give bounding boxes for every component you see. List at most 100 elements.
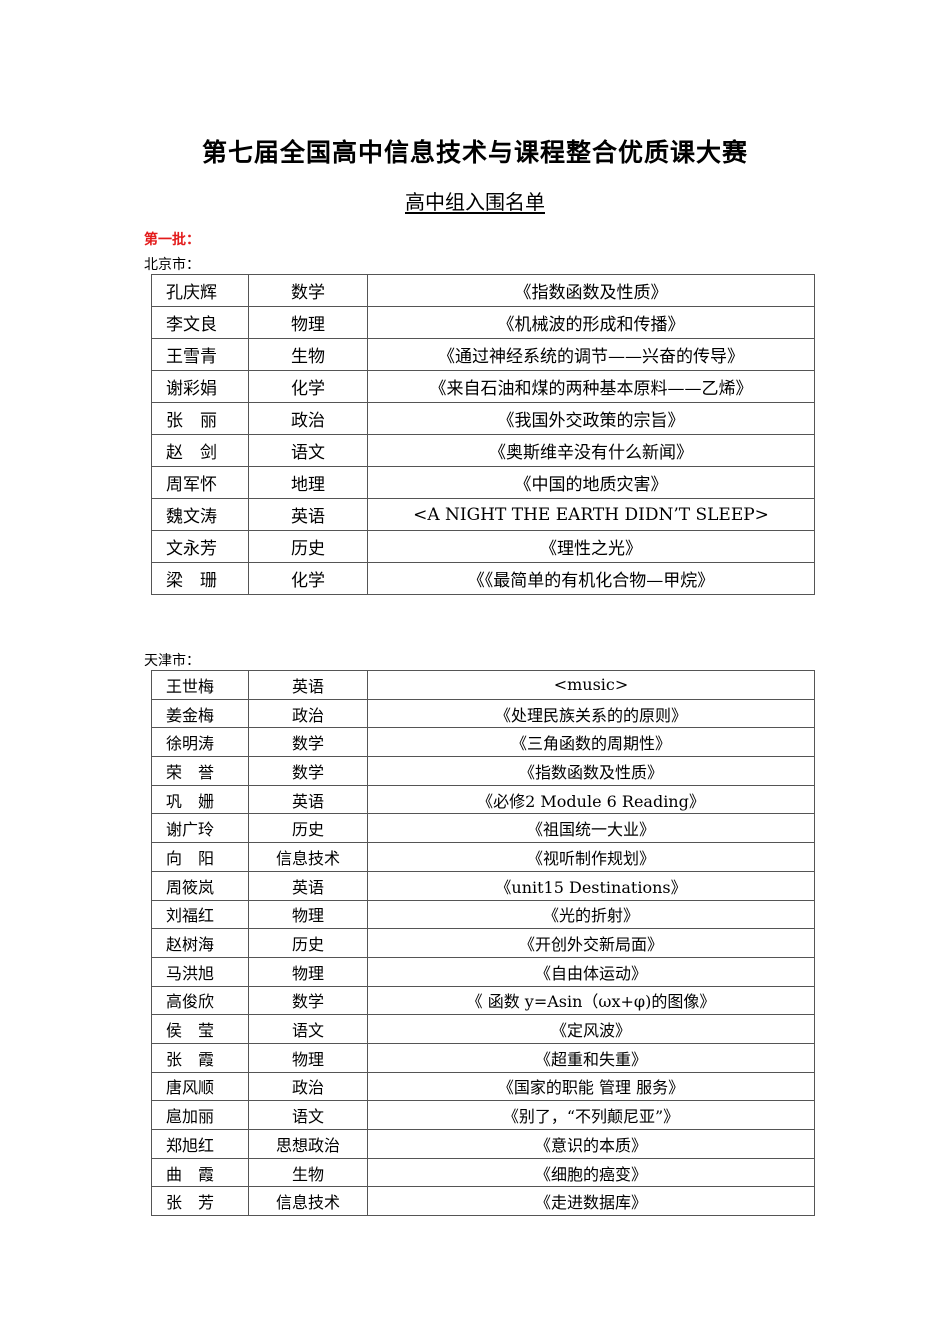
table-row: 张 芳信息技术 《走进数据库》 bbox=[151, 1186, 815, 1217]
teacher-name-cell: 赵 剑 bbox=[151, 434, 249, 467]
table-row: 魏文涛 英语 <A NIGHT THE EARTH DIDN’T SLEEP> bbox=[151, 498, 815, 531]
table-row: 荣 誉数学 《指数函数及性质》 bbox=[151, 756, 815, 786]
subject-cell: 物理 bbox=[248, 1042, 368, 1073]
teacher-name-cell: 周筱岚 bbox=[151, 870, 249, 901]
lesson-title-cell: 《奥斯维辛没有什么新闻》 bbox=[367, 434, 815, 467]
teacher-name-cell: 赵树海 bbox=[151, 928, 249, 958]
table-row: 马洪旭 物理 《自由体运动》 bbox=[151, 956, 815, 987]
lesson-title-cell: 《别了，“不列颠尼亚”》 bbox=[367, 1100, 815, 1130]
table-row: 姜金梅 政治 《处理民族关系的的原则》 bbox=[151, 698, 815, 729]
lesson-title-cell: 《开创外交新局面》 bbox=[367, 928, 815, 958]
table-row: 周军怀 地理 《中国的地质灾害》 bbox=[151, 466, 815, 499]
table-row: 梁 珊化学 《《最简单的有机化合物—甲烷》 bbox=[151, 562, 815, 595]
teacher-name-cell: 孔庆辉 bbox=[151, 274, 249, 307]
lesson-title-cell: 《通过神经系统的调节——兴奋的传导》 bbox=[367, 338, 815, 371]
teacher-name-cell: 高俊欣 bbox=[151, 985, 249, 1016]
subject-cell: 思想政治 bbox=[248, 1129, 368, 1159]
teacher-name-cell: 文永芳 bbox=[151, 530, 249, 563]
lesson-title-cell: 《来自石油和煤的两种基本原料——乙烯》 bbox=[367, 370, 815, 403]
subject-cell: 物理 bbox=[248, 306, 368, 339]
table-row: 侯 莹语文 《定风波》 bbox=[151, 1014, 815, 1044]
table-row: 谢广玲 历史 《祖国统一大业》 bbox=[151, 813, 815, 844]
teacher-name-cell: 郑旭红 bbox=[151, 1129, 249, 1159]
lesson-title-cell: 《走进数据库》 bbox=[367, 1186, 815, 1217]
teacher-name-cell: 姜金梅 bbox=[151, 698, 249, 729]
table-row: 高俊欣 数学《 函数 y=Asin（ωx+φ)的图像》 bbox=[151, 985, 815, 1016]
subject-cell: 英语 bbox=[248, 670, 368, 700]
teacher-name-cell: 张 芳 bbox=[151, 1186, 249, 1217]
subject-cell: 化学 bbox=[248, 370, 368, 403]
teacher-name-cell: 周军怀 bbox=[151, 466, 249, 499]
teacher-name-cell: 徐明涛 bbox=[151, 727, 249, 758]
document-title: 第七届全国高中信息技术与课程整合优质课大赛 bbox=[201, 138, 748, 167]
lesson-title-cell: 《处理民族关系的的原则》 bbox=[367, 698, 815, 729]
subtitle-text: 高中组入围名单 bbox=[405, 190, 545, 214]
table-row: 巩 姗英语 《必修2 Module 6 Reading》 bbox=[151, 784, 815, 815]
subject-cell: 物理 bbox=[248, 956, 368, 987]
table-row: 张 霞物理 《超重和失重》 bbox=[151, 1042, 815, 1073]
teacher-name-cell: 马洪旭 bbox=[151, 956, 249, 987]
lesson-title-cell: 《机械波的形成和传播》 bbox=[367, 306, 815, 339]
lesson-title-cell: 《定风波》 bbox=[367, 1014, 815, 1044]
subject-cell: 数学 bbox=[248, 274, 368, 307]
lesson-title-cell: 《超重和失重》 bbox=[367, 1042, 815, 1073]
table-row: 曲 霞生物 《细胞的癌变》 bbox=[151, 1157, 815, 1188]
subject-cell: 语文 bbox=[248, 434, 368, 467]
subject-cell: 政治 bbox=[248, 698, 368, 729]
teacher-name-cell: 荣 誉 bbox=[151, 756, 249, 786]
table-row: 文永芳 历史 《理性之光》 bbox=[151, 530, 815, 563]
lesson-title-cell: 《自由体运动》 bbox=[367, 956, 815, 987]
lesson-title-cell: 《理性之光》 bbox=[367, 530, 815, 563]
teacher-name-cell: 李文良 bbox=[151, 306, 249, 339]
subject-cell: 数学 bbox=[248, 985, 368, 1016]
table-row: 谢彩娟 化学 《来自石油和煤的两种基本原料——乙烯》 bbox=[151, 370, 815, 403]
table-row: 王世梅 英语 <music> bbox=[151, 670, 815, 700]
subject-cell: 英语 bbox=[248, 784, 368, 815]
subject-cell: 信息技术 bbox=[248, 1186, 368, 1217]
teacher-name-cell: 扈加丽 bbox=[151, 1100, 249, 1130]
teacher-name-cell: 唐风顺 bbox=[151, 1071, 249, 1102]
table-row: 郑旭红 思想政治 《意识的本质》 bbox=[151, 1129, 815, 1159]
subject-cell: 信息技术 bbox=[248, 842, 368, 872]
subject-cell: 英语 bbox=[248, 870, 368, 901]
subject-cell: 语文 bbox=[248, 1100, 368, 1130]
lesson-title-cell: 《中国的地质灾害》 bbox=[367, 466, 815, 499]
table-row: 李文良 物理 《机械波的形成和传播》 bbox=[151, 306, 815, 339]
lesson-title-cell: 《指数函数及性质》 bbox=[367, 756, 815, 786]
teacher-name-cell: 谢彩娟 bbox=[151, 370, 249, 403]
subject-cell: 化学 bbox=[248, 562, 368, 595]
teacher-name-cell: 刘福红 bbox=[151, 899, 249, 930]
lesson-title-cell: 《意识的本质》 bbox=[367, 1129, 815, 1159]
subject-cell: 数学 bbox=[248, 727, 368, 758]
subject-cell: 历史 bbox=[248, 530, 368, 563]
lesson-title-cell: 《《最简单的有机化合物—甲烷》 bbox=[367, 562, 815, 595]
teacher-name-cell: 梁 珊 bbox=[151, 562, 249, 595]
lesson-title-cell: 《 函数 y=Asin（ωx+φ)的图像》 bbox=[367, 985, 815, 1016]
table-row: 张 丽政治 《我国外交政策的宗旨》 bbox=[151, 402, 815, 435]
teacher-name-cell: 曲 霞 bbox=[151, 1157, 249, 1188]
beijing-table: 孔庆辉 数学 《指数函数及性质》 李文良 物理 《机械波的形成和传播》 王雪青 生物 《通过神经… bbox=[151, 274, 815, 595]
lesson-title-cell: 《指数函数及性质》 bbox=[367, 274, 815, 307]
subject-cell: 语文 bbox=[248, 1014, 368, 1044]
tianjin-table: 王世梅 英语 <music> 姜金梅 政治 《处理民族关系的的原则》 徐明涛 数学 《三角函数的… bbox=[151, 670, 815, 1217]
table-row: 刘福红 物理 《光的折射》 bbox=[151, 899, 815, 930]
table-row: 赵 剑语文 《奥斯维辛没有什么新闻》 bbox=[151, 434, 815, 467]
subject-cell: 政治 bbox=[248, 402, 368, 435]
subject-cell: 历史 bbox=[248, 928, 368, 958]
subject-cell: 历史 bbox=[248, 813, 368, 844]
subject-cell: 生物 bbox=[248, 1157, 368, 1188]
teacher-name-cell: 向 阳 bbox=[151, 842, 249, 872]
teacher-name-cell: 王世梅 bbox=[151, 670, 249, 700]
subject-cell: 物理 bbox=[248, 899, 368, 930]
teacher-name-cell: 张 丽 bbox=[151, 402, 249, 435]
teacher-name-cell: 魏文涛 bbox=[151, 498, 249, 531]
document-subtitle: 高中组入围名单 bbox=[0, 186, 950, 215]
subject-cell: 地理 bbox=[248, 466, 368, 499]
teacher-name-cell: 侯 莹 bbox=[151, 1014, 249, 1044]
teacher-name-cell: 谢广玲 bbox=[151, 813, 249, 844]
batch-label: 第一批： bbox=[144, 232, 200, 248]
lesson-title-cell: 《必修2 Module 6 Reading》 bbox=[367, 784, 815, 815]
lesson-title-cell: 《unit15 Destinations》 bbox=[367, 870, 815, 901]
table-row: 周筱岚 英语 《unit15 Destinations》 bbox=[151, 870, 815, 901]
lesson-title-cell: 《我国外交政策的宗旨》 bbox=[367, 402, 815, 435]
